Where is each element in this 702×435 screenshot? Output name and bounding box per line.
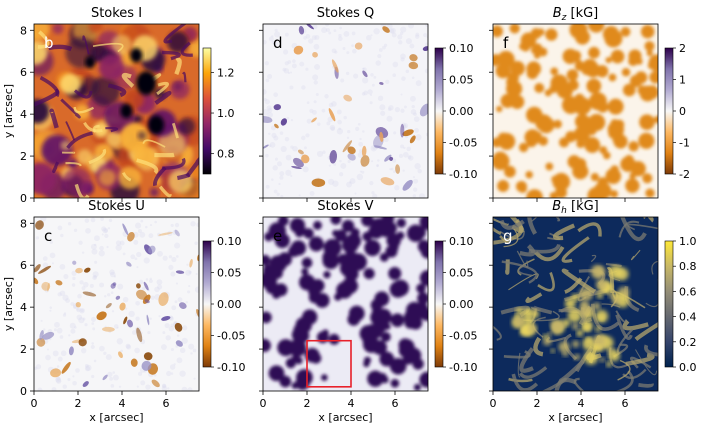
bz-title: Bz [kG] — [553, 6, 599, 23]
stokes-q-colorbar-label: 0.05 — [449, 74, 474, 87]
stokes-u-ytick-label: 8 — [20, 217, 27, 230]
highlight-box — [306, 339, 352, 388]
bz-colorbar-label: 0 — [679, 105, 686, 118]
bh-colorbar-label: 1.0 — [679, 235, 697, 248]
stokes-i-ytick-label: 4 — [20, 108, 27, 121]
stokes-v-xtick-label: 2 — [304, 397, 311, 410]
stokes-u-colorbar-label: 0.00 — [217, 298, 242, 311]
stokes-q-colorbar-label: 0.10 — [449, 42, 474, 55]
stokes-u-panel-label: c — [44, 227, 52, 245]
stokes-u-ytick-label: 2 — [20, 343, 27, 356]
bz-colorbar-label: 2 — [679, 42, 686, 55]
stokes-i-panel-label: b — [44, 34, 54, 52]
stokes-u-ylabel: y [arcsec] — [2, 277, 15, 331]
bh-xtick-label: 0 — [490, 397, 497, 410]
stokes-q-title: Stokes Q — [317, 6, 375, 21]
stokes-i-colorbar-label: 0.8 — [217, 148, 235, 161]
stokes-u-ytick-label: 6 — [20, 259, 27, 272]
stokes-v-frame — [262, 216, 429, 392]
bh-colorbar-label: 0.2 — [679, 336, 697, 349]
stokes-v-colorbar — [434, 240, 444, 368]
stokes-v-title: Stokes V — [317, 199, 373, 214]
bh-panel-label: g — [503, 227, 513, 245]
bz-colorbar-label: -2 — [679, 168, 690, 181]
stokes-v-xtick-label: 0 — [260, 397, 267, 410]
bz-colorbar — [664, 47, 674, 175]
stokes-i-ytick-label: 6 — [20, 66, 27, 79]
stokes-v-xtick-label: 6 — [392, 397, 399, 410]
stokes-u-xlabel: x [arcsec] — [89, 411, 143, 424]
stokes-i-ytick-label: 0 — [20, 192, 27, 205]
stokes-i-ylabel: y [arcsec] — [2, 84, 15, 138]
stokes-v-heatmap — [263, 217, 428, 391]
stokes-v-colorbar-label: -0.10 — [449, 361, 477, 374]
bz-colorbar-label: -1 — [679, 137, 690, 150]
stokes-q-frame — [262, 23, 429, 199]
panel-bh: Bh [kG] g 0 2 4 6 x [arcsec] 0.0 0.2 0.4 0.6 0.8 1.0 — [489, 199, 697, 424]
stokes-u-frame — [33, 216, 200, 392]
stokes-u-xtick-label: 0 — [31, 397, 38, 410]
stokes-v-panel-label: e — [273, 227, 282, 245]
stokes-i-heatmap — [34, 24, 199, 198]
stokes-u-xtick-label: 4 — [119, 397, 126, 410]
stokes-u-xtick-label: 6 — [163, 397, 170, 410]
stokes-v-colorbar-label: 0.05 — [449, 267, 474, 280]
stokes-u-title: Stokes U — [88, 199, 145, 214]
bh-colorbar-label: 0.6 — [679, 285, 697, 298]
bh-colorbar-label: 0.4 — [679, 311, 697, 324]
stokes-q-heatmap — [263, 24, 428, 198]
panel-stokes-u: Stokes U c 0 2 4 6 8 0 2 4 6 y [arcsec] x [arcsec] -0… — [2, 199, 245, 424]
stokes-q-colorbar-label: 0.00 — [449, 105, 474, 118]
stokes-i-ytick-label: 8 — [20, 24, 27, 37]
stokes-u-colorbar — [202, 240, 212, 368]
stokes-q-colorbar-label: -0.10 — [449, 168, 477, 181]
bz-heatmap — [493, 24, 658, 198]
stokes-v-colorbar-label: 0.00 — [449, 298, 474, 311]
bh-colorbar — [664, 240, 674, 368]
stokes-i-frame — [33, 23, 200, 199]
stokes-u-ytick-label: 4 — [20, 301, 27, 314]
stokes-i-ytick-label: 2 — [20, 150, 27, 163]
bh-xtick-label: 2 — [534, 397, 541, 410]
stokes-i-colorbar-label: 1.2 — [217, 66, 235, 79]
stokes-u-ytick-label: 0 — [20, 385, 27, 398]
bh-title: Bh [kG] — [552, 199, 599, 216]
bh-colorbar-label: 0.0 — [679, 361, 697, 374]
panel-stokes-i: Stokes I b 0 2 4 6 8 y [arcsec] 0.8 1.0 1.2 — [2, 6, 235, 205]
panel-bz: Bz [kG] f -2 -1 0 1 2 — [489, 6, 690, 202]
bz-frame — [492, 23, 659, 199]
stokes-q-colorbar-label: -0.05 — [449, 137, 477, 150]
bh-frame — [492, 216, 659, 392]
stokes-u-colorbar-label: 0.10 — [217, 235, 242, 248]
stokes-i-colorbar — [202, 47, 212, 175]
stokes-q-colorbar — [434, 47, 444, 175]
stokes-v-xtick-label: 4 — [348, 397, 355, 410]
stokes-i-colorbar-label: 1.0 — [217, 107, 235, 120]
stokes-u-colorbar-label: -0.05 — [217, 330, 245, 343]
stokes-u-colorbar-label: -0.10 — [217, 361, 245, 374]
stokes-q-panel-label: d — [273, 34, 283, 52]
stokes-u-heatmap — [34, 217, 199, 391]
panel-stokes-v: Stokes V e 0 2 4 6 x [arcsec] -0.10 -0.05 0.00 0.0… — [259, 199, 477, 424]
bh-xtick-label: 6 — [622, 397, 629, 410]
stokes-v-colorbar-label: -0.05 — [449, 330, 477, 343]
bh-xlabel: x [arcsec] — [548, 411, 602, 424]
bz-colorbar-label: 1 — [679, 74, 686, 87]
stokes-u-colorbar-label: 0.05 — [217, 267, 242, 280]
bh-xtick-label: 4 — [578, 397, 585, 410]
panel-stokes-q: Stokes Q d -0.10 -0.05 0.00 0.05 0.10 — [259, 6, 477, 202]
bh-colorbar-label: 0.8 — [679, 260, 697, 273]
stokes-u-xtick-label: 2 — [75, 397, 82, 410]
stokes-v-colorbar-label: 0.10 — [449, 235, 474, 248]
bh-heatmap — [493, 217, 658, 391]
bz-panel-label: f — [503, 34, 509, 52]
stokes-v-xlabel: x [arcsec] — [318, 411, 372, 424]
stokes-i-title: Stokes I — [91, 6, 142, 21]
